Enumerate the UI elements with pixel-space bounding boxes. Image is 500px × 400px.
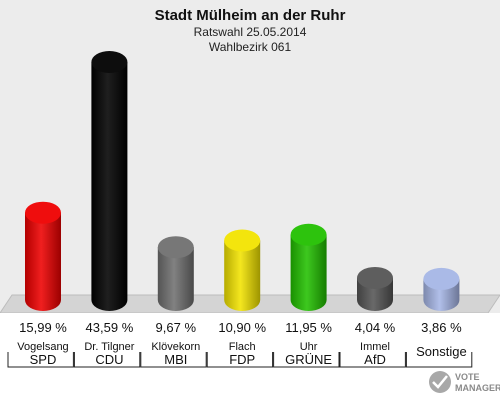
bar-body	[224, 240, 261, 311]
bar-body	[91, 62, 128, 311]
candidate-label: Dr. Tilgner	[84, 341, 134, 353]
watermark-manager: MANAGER	[455, 383, 500, 393]
watermark-vote: VOTE	[455, 372, 480, 382]
bar-cdu	[91, 51, 128, 311]
party-label: CDU	[95, 352, 123, 367]
bar-fdp	[224, 229, 261, 311]
bar-top	[224, 229, 261, 252]
bar-top	[157, 236, 194, 259]
bar-top	[25, 201, 61, 224]
party-bracket	[7, 352, 74, 368]
bar-mbi	[157, 236, 194, 311]
party-label: SPD	[30, 352, 57, 367]
label-area	[0, 313, 500, 400]
value-label: 15,99 %	[19, 320, 67, 335]
party-bracket	[206, 352, 274, 368]
bar-series	[25, 51, 460, 311]
bar-sonstige	[423, 267, 460, 311]
party-label: Sonstige	[416, 344, 467, 359]
bar-spd	[25, 201, 61, 311]
candidate-label: Klövekorn	[151, 341, 200, 353]
bar-body	[290, 234, 327, 311]
bar-top	[91, 51, 128, 73]
candidate-label: Flach	[229, 341, 256, 353]
value-label: 9,67 %	[156, 320, 197, 335]
bar-top	[423, 267, 460, 290]
value-labels: 15,99 % 43,59 % 9,67 % 10,90 % 11,95 % 4,04 %…	[19, 320, 462, 335]
bar-grüne	[290, 223, 327, 311]
value-label: 3,86 %	[421, 320, 462, 335]
party-label: FDP	[229, 352, 255, 367]
value-label: 11,95 %	[285, 320, 332, 335]
bar-top	[290, 223, 327, 246]
party-bracket	[339, 352, 406, 368]
party-bracket	[273, 352, 340, 368]
ballot-icon	[429, 371, 451, 393]
party-label: MBI	[164, 352, 187, 367]
candidate-label: Vogelsang	[17, 341, 68, 353]
candidate-label: Immel	[360, 341, 390, 353]
chart-title: Stadt Mülheim an der Ruhr	[155, 7, 346, 24]
party-label: GRÜNE	[285, 352, 332, 367]
checkmark-icon	[432, 375, 448, 389]
bar-top	[357, 266, 393, 289]
vote-manager-logo: VOTE MANAGER	[429, 371, 500, 393]
bar-body	[157, 247, 194, 311]
bar-body	[25, 212, 61, 311]
value-label: 10,90 %	[218, 320, 266, 335]
value-label: 4,04 %	[355, 320, 396, 335]
party-label: AfD	[364, 352, 386, 367]
bar-afd	[357, 266, 393, 311]
party-bracket	[140, 352, 207, 368]
chart-district: Wahlbezirk 061	[209, 40, 292, 54]
candidate-label: Uhr	[300, 341, 318, 353]
party-bracket	[405, 352, 473, 368]
chart-subtitle: Ratswahl 25.05.2014	[194, 25, 307, 39]
value-label: 43,59 %	[86, 320, 134, 335]
party-bracket	[73, 352, 141, 368]
